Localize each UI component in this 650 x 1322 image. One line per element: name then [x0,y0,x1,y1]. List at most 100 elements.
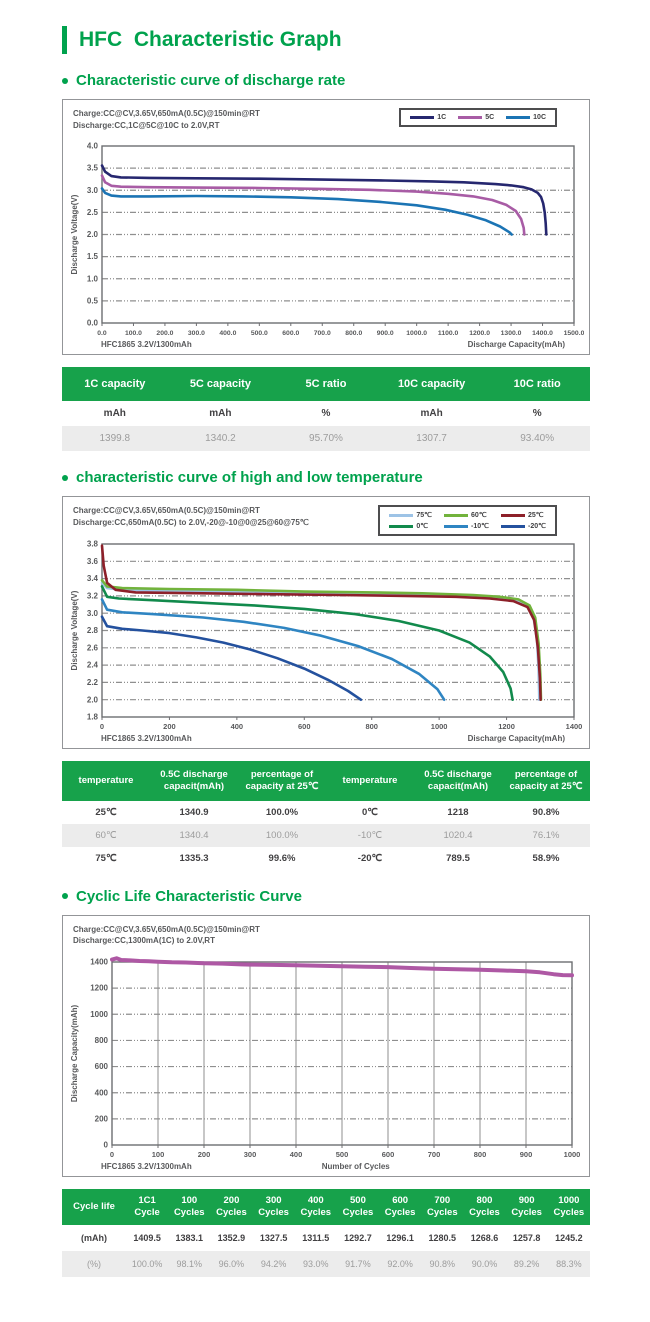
x-tick-label: 1200 [498,722,515,731]
legend-line-swatch [458,116,483,119]
cycle-life-table: Cycle life 1C1 Cycle 100 Cycles 200 Cycles 3… [62,1188,590,1278]
charge-condition-text: Charge:CC@CV,3.65V,650mA(0.5C)@150min@RT [73,924,260,934]
table-cell: -10℃ [326,823,414,847]
table-cell: 1340.9 [150,800,238,824]
y-tick-label: 1.5 [87,252,99,261]
section-heading-discharge-rate: Characteristic curve of discharge rate [62,72,650,89]
table-header-cell: 900 Cycles [505,1188,548,1226]
x-tick-label: 0 [100,722,104,731]
discharge-rate-chart-card: Charge:CC@CV,3.65V,650mA(0.5C)@150min@RT… [62,99,590,355]
y-tick-label: 800 [95,1036,109,1045]
cycle-life-chart: 0 100 200 300 400 500 600 700 800 900 1000 0 200 400 6… [70,956,580,1159]
table-cell: 100.0% [238,800,326,824]
table-cell: (%) [62,1251,126,1278]
x-tick-label: 100.0 [125,330,142,337]
section-title: Cyclic Life Characteristic Curve [76,887,302,905]
table-cell: 90.8% [502,800,590,824]
table-cell: 1296.1 [379,1225,422,1252]
table-header-cell: 400 Cycles [294,1188,337,1226]
table-header-cell: 1000 Cycles [547,1188,590,1226]
bullet-icon [62,77,68,84]
y-tick-label: 3.0 [87,609,99,618]
legend-label: 25℃ [528,512,544,519]
discharge-condition-text: Discharge:CC,1300mA(1C) to 2.0V,RT [73,936,215,946]
series-25C [100,544,542,701]
y-axis-label: Discharge Voltage(V) [70,590,79,670]
x-tick-label: 800 [474,1150,487,1159]
table-cell: 1020.4 [414,823,502,847]
table-header-cell: 600 Cycles [379,1188,422,1226]
table-cell: 90.0% [463,1251,506,1278]
section-heading-cycle-life: Cyclic Life Characteristic Curve [62,888,650,905]
series-10C [100,187,514,236]
series-1C-cycle-life [110,956,574,978]
x-tick-label: 1400.0 [532,330,553,337]
legend-label: 60℃ [471,512,487,519]
table-header-cell: 5C capacity [167,367,274,401]
table-cell: 100.0% [126,1251,169,1278]
legend-item-0℃: 0℃ [389,522,432,530]
table-header-cell: temperature [62,761,150,801]
table-header-cell: 1C capacity [62,367,168,401]
table-header-cell: 0.5C discharge capacit(mAh) [414,761,502,801]
x-tick-label: 1400 [566,722,583,731]
x-tick-label: 400 [231,722,244,731]
table-row: 1399.8 1340.2 95.70% 1307.7 93.40% [62,426,590,451]
x-tick-label: 1100.0 [438,330,459,337]
table-cell: 91.7% [336,1251,380,1278]
x-tick-label: 300.0 [188,330,205,337]
bullet-icon [62,893,68,900]
x-tick-label: 600 [382,1150,395,1159]
chart-annotation: Charge:CC@CV,3.65V,650mA(0.5C)@150min@RT… [73,108,260,131]
table-header-cell: 800 Cycles [463,1188,506,1226]
y-tick-label: 2.0 [87,695,99,704]
table-cell: 90.8% [421,1251,464,1278]
table-cell: 1218 [414,800,502,824]
x-tick-label: 900.0 [377,330,394,337]
legend-line-swatch [389,513,414,517]
table-row: 60℃ 1340.4 100.0% -10℃ 1020.4 76.1% [62,823,590,847]
legend-label: 1C [437,114,447,121]
table-cell: 1280.5 [421,1225,464,1252]
y-tick-label: 4.0 [87,142,99,151]
y-tick-label: 3.8 [87,540,99,549]
table-header-cell: 10C ratio [484,367,590,401]
table-cell: 1340.4 [150,823,238,847]
table-cell: 1352.9 [210,1225,253,1252]
table-cell: 99.6% [238,846,326,870]
legend-item--20℃: -20℃ [501,522,546,530]
table-header-cell: percentage of capacity at 25℃ [502,761,590,801]
temperature-chart: 0 200 400 600 800 1000 1200 1400 1.8 2.0 2.2 2.4 2.6… [70,540,583,731]
table-header-cell: percentage of capacity at 25℃ [238,761,326,801]
x-axis-label: Number of Cycles [321,1161,390,1171]
series-1C [100,164,548,236]
table-header-cell: temperature [326,761,414,801]
table-cell: 100.0% [238,823,326,847]
table-header-cell: 1C1 Cycle [126,1188,169,1226]
table-cell: 60℃ [62,823,150,847]
datasheet-page: HFC Characteristic Graph Characteristic … [0,26,650,1278]
y-tick-label: 0.0 [87,319,99,328]
x-tick-label: 200 [198,1150,211,1159]
table-row: mAh mAh% mAh% [62,401,590,426]
table-header-cell: 500 Cycles [336,1188,380,1226]
table-cell: 1383.1 [168,1225,211,1252]
series--10C [100,598,446,701]
y-tick-label: 3.4 [87,574,99,583]
legend-item-25℃: 25℃ [501,511,546,519]
legend-label: -20℃ [528,523,546,530]
x-tick-label: 700 [428,1150,441,1159]
table-header-cell: 200 Cycles [210,1188,253,1226]
series--20C [100,615,363,701]
y-tick-label: 200 [95,1114,109,1123]
legend-line-swatch [444,524,469,528]
discharge-rate-table: 1C capacity 5C capacity 5C ratio 10C capaci… [62,367,590,451]
discharge-condition-text: Discharge:CC,650mA(0.5C) to 2.0V,-20@-10… [73,517,309,527]
y-tick-label: 600 [95,1062,109,1071]
chart-annotation: Charge:CC@CV,3.65V,650mA(0.5C)@150min@RT… [73,505,309,528]
table-cell: mAh [167,401,274,426]
table-cell: 0℃ [326,800,414,824]
y-tick-label: 1.8 [87,713,99,722]
table-cell: % [484,401,590,426]
table-header-row: temperature 0.5C discharge capacit(mAh) pe… [62,761,590,801]
